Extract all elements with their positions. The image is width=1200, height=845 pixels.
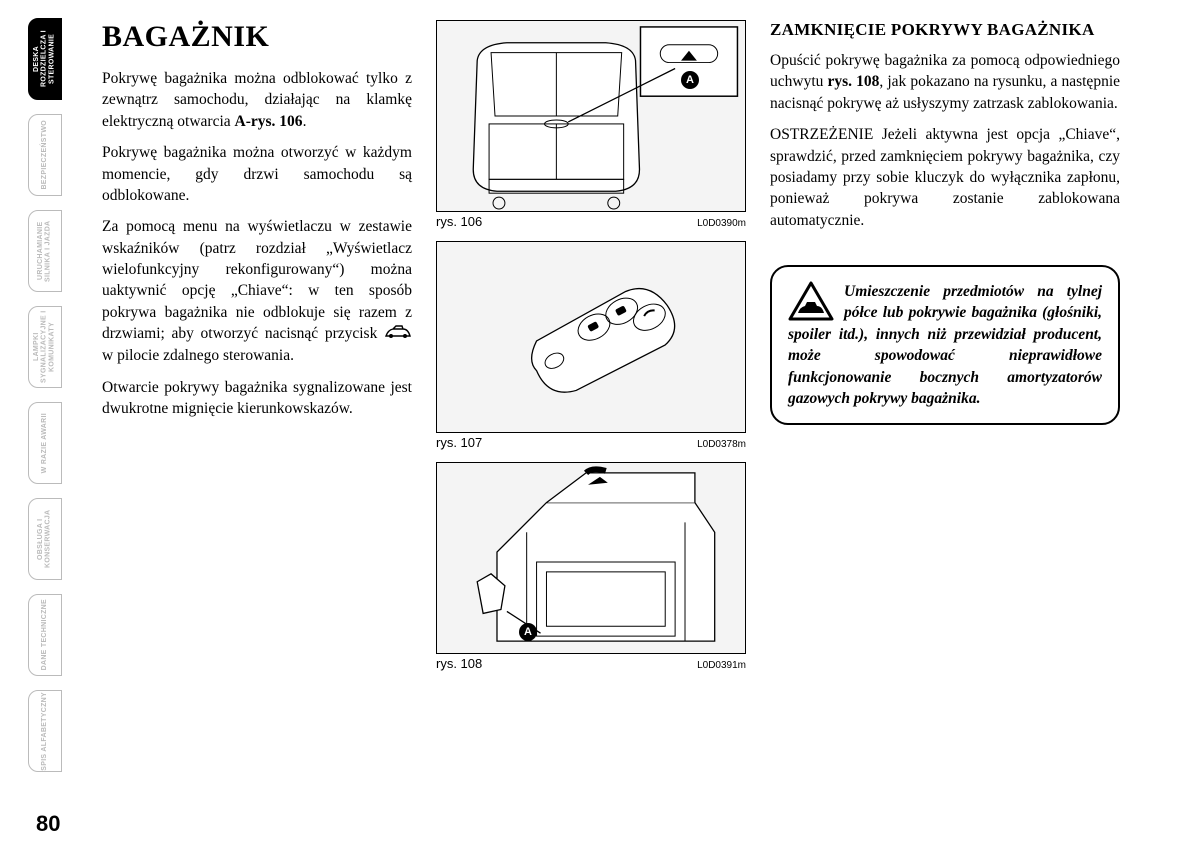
paragraph: Pokrywę bagażnika można otworzyć w każdy…	[102, 142, 412, 206]
page-content: BAGAŻNIK Pokrywę bagażnika można odbloko…	[62, 0, 1200, 845]
key-fob-illustration	[437, 242, 745, 432]
car-rear-illustration	[437, 21, 745, 211]
tab-label: URUCHAMIANIE SILNIKA I JAZDA	[37, 211, 52, 291]
figure-caption: rys. 108	[436, 656, 482, 671]
figure-caption: rys. 107	[436, 435, 482, 450]
trunk-open-illustration	[437, 463, 745, 653]
paragraph: Opuścić pokrywę bagażnika za pomocą odpo…	[770, 50, 1120, 114]
figure-code: L0D0378m	[697, 439, 746, 450]
figure-106: A	[436, 20, 746, 212]
column-right: ZAMKNIĘCIE POKRYWY BAGAŻNIKA Opuścić pok…	[770, 20, 1120, 835]
marker-a: A	[681, 71, 699, 89]
tab-label: OBSŁUGA I KONSERWACJA	[37, 499, 52, 579]
tab-label: SPIS ALFABETYCZNY	[41, 692, 49, 771]
warning-triangle-icon	[788, 281, 834, 321]
figure-107	[436, 241, 746, 433]
section-title: BAGAŻNIK	[102, 20, 412, 54]
tab-dashboard[interactable]: DESKA ROZDZIELCZA I STEROWANIE	[28, 18, 62, 100]
figure-108: A	[436, 462, 746, 654]
paragraph: Pokrywę bagażnika można odblokować tylko…	[102, 68, 412, 132]
tab-label: W RAZIE AWARII	[41, 413, 49, 473]
tab-label: LAMPKI SYGNALIZACYJNE I KOMUNIKATY	[33, 307, 56, 387]
tab-emergency[interactable]: W RAZIE AWARII	[28, 402, 62, 484]
column-middle: A rys. 106 L0D0390m rys. 10	[436, 20, 746, 835]
figure-caption-row: rys. 107 L0D0378m	[436, 435, 746, 450]
tab-engine-start[interactable]: URUCHAMIANIE SILNIKA I JAZDA	[28, 210, 62, 292]
trunk-open-icon	[384, 324, 412, 345]
page-number: 80	[36, 811, 60, 837]
warning-box: Umieszczenie przedmiotów na tylnej półce…	[770, 265, 1120, 425]
figure-code: L0D0390m	[697, 218, 746, 229]
marker-a: A	[519, 623, 537, 641]
tab-maintenance[interactable]: OBSŁUGA I KONSERWACJA	[28, 498, 62, 580]
paragraph: Otwarcie pokrywy bagażnika sygnalizowane…	[102, 377, 412, 420]
tab-label: BEZPIECZEŃSTWO	[41, 120, 49, 190]
paragraph: Za pomocą menu na wyświetlaczu w zestawi…	[102, 216, 412, 366]
paragraph: OSTRZEŻENIE Jeżeli aktywna jest opcja „C…	[770, 124, 1120, 231]
subsection-title: ZAMKNIĘCIE POKRYWY BAGAŻNIKA	[770, 20, 1120, 40]
tab-label: DANE TECHNICZNE	[41, 599, 49, 670]
tab-index[interactable]: SPIS ALFABETYCZNY	[28, 690, 62, 772]
figure-caption: rys. 106	[436, 214, 482, 229]
section-tabs: DESKA ROZDZIELCZA I STEROWANIE BEZPIECZE…	[0, 0, 62, 845]
tab-label: DESKA ROZDZIELCZA I STEROWANIE	[33, 19, 56, 99]
column-left: BAGAŻNIK Pokrywę bagażnika można odbloko…	[102, 20, 412, 835]
warning-text: Umieszczenie przedmiotów na tylnej półce…	[788, 281, 1102, 409]
tab-safety[interactable]: BEZPIECZEŃSTWO	[28, 114, 62, 196]
manual-page: DESKA ROZDZIELCZA I STEROWANIE BEZPIECZE…	[0, 0, 1200, 845]
figure-code: L0D0391m	[697, 660, 746, 671]
figure-caption-row: rys. 106 L0D0390m	[436, 214, 746, 229]
tab-tech-data[interactable]: DANE TECHNICZNE	[28, 594, 62, 676]
tab-indicators[interactable]: LAMPKI SYGNALIZACYJNE I KOMUNIKATY	[28, 306, 62, 388]
figure-caption-row: rys. 108 L0D0391m	[436, 656, 746, 671]
